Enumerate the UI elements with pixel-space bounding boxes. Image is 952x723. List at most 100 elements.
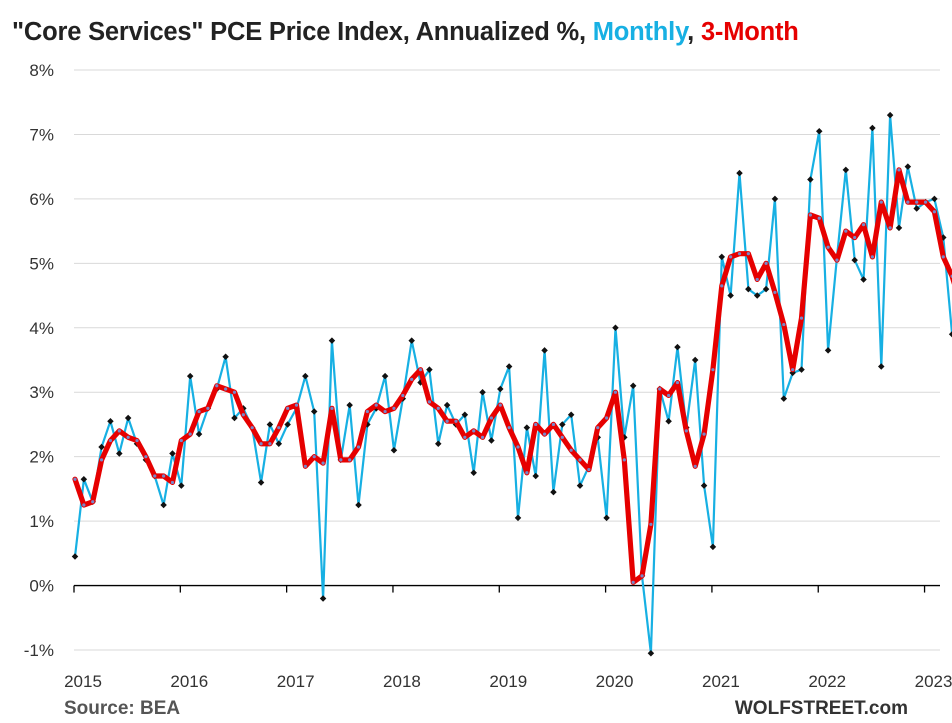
three-month-point <box>454 419 458 423</box>
monthly-point <box>576 482 584 489</box>
monthly-point <box>443 401 451 409</box>
three-month-point <box>224 387 228 391</box>
monthly-point <box>523 424 531 431</box>
three-month-point <box>232 390 237 394</box>
title-main: "Core Services" PCE Price Index, Annuali… <box>12 18 593 46</box>
monthly-point <box>878 363 885 370</box>
three-month-point <box>684 429 688 433</box>
three-month-line <box>72 167 952 585</box>
three-month-point <box>693 464 697 468</box>
monthly-point <box>514 514 522 522</box>
three-month-point <box>268 442 272 446</box>
three-month-point <box>179 438 183 443</box>
x-tick-label: 2015 <box>64 672 102 691</box>
monthly-point <box>780 395 788 402</box>
y-tick-label: 6% <box>29 190 54 209</box>
monthly-point <box>284 421 291 428</box>
monthly-point <box>257 479 265 486</box>
monthly-point <box>904 163 912 170</box>
three-month-point <box>826 245 830 249</box>
y-tick-label: 8% <box>29 61 54 80</box>
monthly-point <box>736 169 743 177</box>
three-month-point <box>135 438 139 443</box>
monthly-point <box>824 347 832 354</box>
monthly-point <box>753 292 761 299</box>
monthly-point <box>479 388 486 396</box>
monthly-point <box>124 414 132 422</box>
monthly-point <box>426 366 433 373</box>
three-month-point <box>99 458 104 462</box>
monthly-point <box>346 401 353 409</box>
three-month-point <box>392 406 396 410</box>
brand-label: WOLFSTREET.com <box>734 698 908 719</box>
monthly-point <box>647 649 655 657</box>
three-month-point <box>516 445 520 449</box>
three-month-point <box>241 413 245 417</box>
title-three-month-series: 3-Month <box>700 18 799 46</box>
three-month-point <box>702 432 706 436</box>
three-month-point <box>277 426 281 430</box>
three-month-point <box>286 406 290 410</box>
three-month-point <box>897 168 901 172</box>
monthly-point <box>186 372 194 380</box>
three-month-point <box>330 406 334 410</box>
monthly-point <box>275 440 283 448</box>
three-month-point <box>551 422 556 427</box>
monthly-point <box>169 450 176 457</box>
three-month-point <box>755 277 759 282</box>
x-tick-label: 2023 <box>915 672 952 691</box>
monthly-point <box>709 543 717 551</box>
monthly-point <box>559 421 566 428</box>
three-month-point <box>525 471 529 475</box>
three-month-point <box>773 290 777 294</box>
monthly-point <box>408 337 415 344</box>
title-monthly-series: Monthly <box>592 18 688 46</box>
monthly-point <box>461 411 469 419</box>
monthly-point <box>550 488 557 496</box>
series-layer <box>71 111 952 657</box>
monthly-point <box>80 475 88 483</box>
monthly-point <box>807 176 814 183</box>
monthly-point <box>771 195 779 203</box>
three-month-point <box>348 458 352 462</box>
three-month-point <box>259 442 263 446</box>
three-month-point <box>126 435 130 439</box>
three-month-point <box>782 322 786 327</box>
three-month-point <box>675 380 680 385</box>
three-month-point <box>915 200 919 204</box>
three-month-point <box>250 426 254 430</box>
three-month-point <box>791 368 795 372</box>
title-separator: , <box>687 18 701 46</box>
x-tick-label: 2016 <box>170 672 208 691</box>
monthly-point <box>222 353 229 361</box>
three-month-point <box>560 435 564 439</box>
three-month-point <box>73 477 77 481</box>
three-month-point <box>906 200 910 204</box>
monthly-point <box>381 372 389 380</box>
monthly-point <box>886 111 894 119</box>
y-tick-label: 5% <box>29 254 54 273</box>
monthly-point <box>629 382 637 390</box>
monthly-point <box>665 417 672 425</box>
three-month-point <box>737 252 742 256</box>
chart-title: "Core Services" PCE Price Index, Annuali… <box>12 18 799 47</box>
three-month-point <box>436 406 440 410</box>
y-tick-label: 2% <box>29 448 54 467</box>
monthly-point <box>497 385 504 393</box>
y-tick-label: 3% <box>29 383 54 402</box>
monthly-point <box>603 514 610 522</box>
x-axis: 2015201620172018201920202021202220232024 <box>64 584 952 691</box>
monthly-point <box>488 437 495 444</box>
monthly-point <box>798 366 805 373</box>
three-month-point <box>498 403 502 407</box>
three-month-point <box>941 255 945 259</box>
monthly-line <box>73 113 952 655</box>
three-month-point <box>879 200 883 204</box>
three-month-point <box>206 406 210 410</box>
monthly-point <box>71 553 79 560</box>
monthly-point <box>674 343 681 351</box>
three-month-point <box>321 461 325 465</box>
three-month-point <box>720 284 724 288</box>
three-month-point <box>578 458 582 462</box>
